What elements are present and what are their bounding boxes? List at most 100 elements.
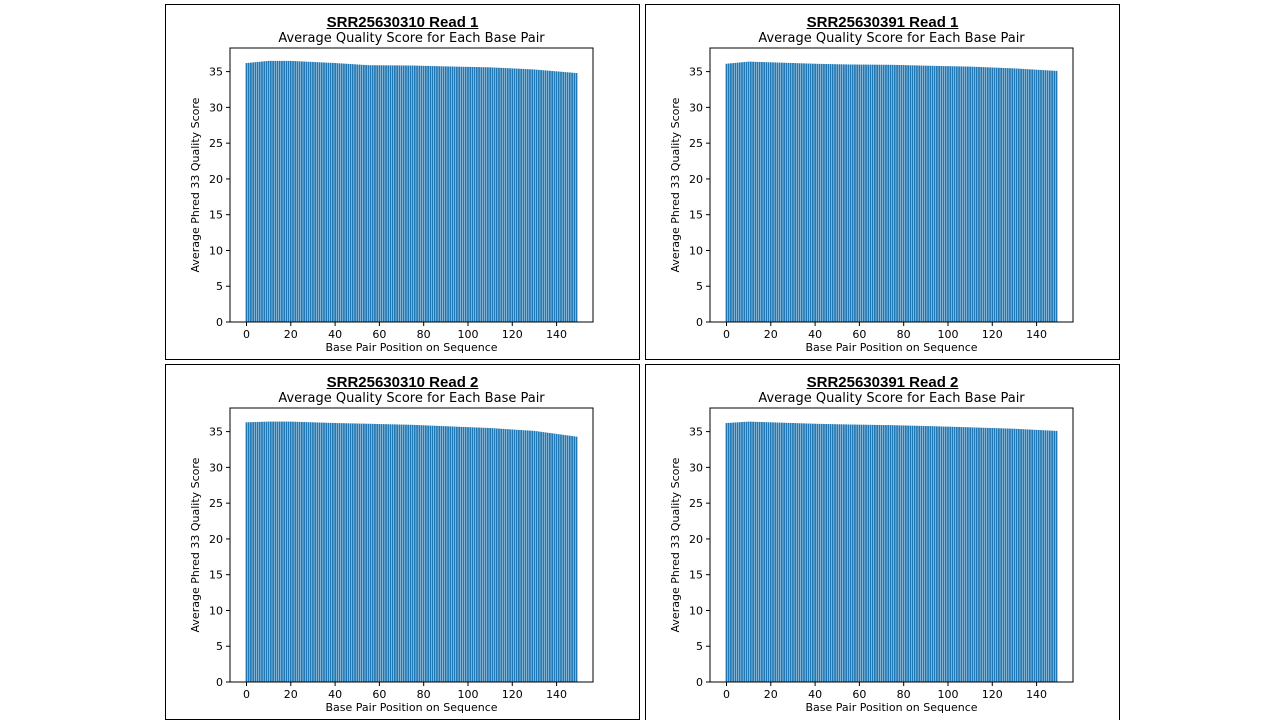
bar [807,423,810,682]
bar [456,66,458,323]
bar [571,436,573,682]
bar [336,63,339,323]
bar [933,65,936,322]
bar [500,428,503,682]
bar [911,425,914,682]
bar [371,65,374,323]
bar [369,423,372,682]
bar [927,426,929,682]
bar [511,68,514,322]
bar [391,65,394,322]
bar [734,62,737,322]
bar [823,423,825,682]
bar [462,426,465,682]
bar [300,61,303,322]
y-axis-label: Average Phred 33 Quality Score [189,457,202,632]
bar [380,424,383,682]
bar [843,64,845,323]
bar [900,425,903,682]
bar [745,61,748,323]
bar [436,66,438,323]
bar [482,427,485,682]
bar [318,62,321,323]
bar [351,64,354,323]
y-tick-label: 30 [689,461,703,474]
y-tick-label: 0 [216,676,223,689]
bar [522,430,525,682]
bar [913,425,916,682]
x-tick-label: 60 [372,688,386,701]
bar [338,63,341,323]
bar [498,428,500,682]
bar [560,434,562,682]
bar [794,423,797,682]
bar [973,427,976,682]
bar [1035,429,1038,682]
bar [427,425,429,682]
bar [860,424,863,682]
bar [347,63,350,322]
x-tick-label: 140 [1026,688,1047,701]
bar [551,433,554,682]
bar [969,66,972,322]
bar [540,70,542,322]
bar [745,421,748,682]
bar [858,424,861,682]
bar [289,60,292,322]
bar [960,427,963,682]
bar [752,421,754,682]
bar [440,66,443,322]
bar [905,65,907,323]
bar [902,425,905,682]
x-tick-label: 20 [764,688,778,701]
bar [916,425,918,682]
bar [489,428,492,682]
bar [540,431,542,682]
x-tick-label: 140 [1026,328,1047,341]
bar [487,67,489,322]
bar [263,61,266,323]
y-tick-label: 15 [689,569,703,582]
bar [336,423,339,682]
bar [847,424,850,682]
x-axis-label: Base Pair Position on Sequence [805,701,977,714]
bar [272,60,274,322]
bar [394,424,396,682]
bar [738,62,741,322]
bar [444,66,447,322]
bar [991,67,994,322]
bar [294,61,297,323]
bar [276,60,279,322]
bar [413,65,416,322]
bar [820,63,823,322]
bar [743,421,746,682]
bar [772,62,774,322]
bar [422,65,425,322]
bar [896,64,898,323]
x-tick-label: 60 [852,688,866,701]
bar [725,63,728,323]
bar [365,65,367,322]
bar [1002,428,1005,682]
bar [882,425,885,682]
bar [732,63,735,322]
y-tick-label: 20 [209,173,223,186]
bar [529,430,531,682]
bar [962,66,965,322]
bar [564,435,567,682]
bar [1031,429,1034,682]
bar [805,63,808,322]
bar [546,70,549,322]
bar [814,423,816,682]
bar [573,72,576,322]
bar [374,65,376,322]
y-axis-label: Average Phred 33 Quality Score [669,457,682,632]
bar [727,63,730,323]
bar [871,424,874,682]
bar [469,66,472,322]
bar [741,422,743,682]
bar [820,423,823,682]
bar [816,423,819,682]
bar [369,65,372,322]
